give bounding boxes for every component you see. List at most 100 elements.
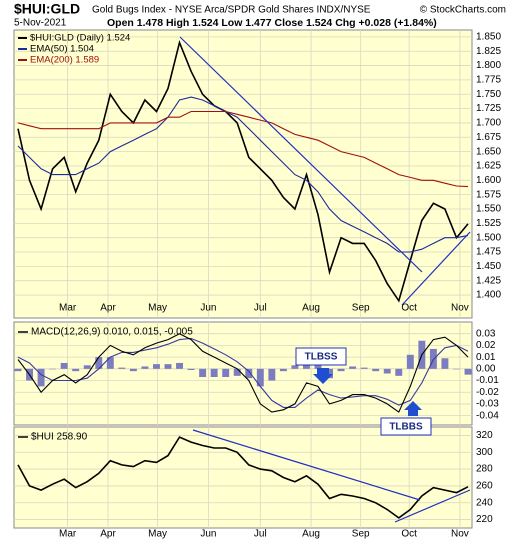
x-tick-label: Apr (100, 303, 116, 314)
histogram-bar (441, 358, 449, 369)
y-tick-label: 1.700 (476, 118, 501, 129)
histogram-bar (187, 368, 195, 370)
trend-line (192, 429, 421, 501)
histogram-bar (349, 366, 357, 369)
panel-title: MACD(12,26,9) 0.010, 0.015, -0.005 (31, 327, 193, 338)
x-tick-label: May (148, 529, 167, 540)
x-tick-label: Nov (451, 303, 469, 314)
x-tick-label: May (148, 303, 167, 314)
quote: Open 1.478 High 1.524 Low 1.477 Close 1.… (107, 17, 437, 29)
trend-line (394, 489, 471, 523)
legend-label: EMA(200) 1.589 (30, 55, 99, 66)
histogram-bar (49, 368, 57, 370)
y-tick-label: 220 (476, 514, 493, 525)
y-tick-label: -0.04 (476, 410, 499, 421)
y-tick-label: 1.600 (476, 175, 501, 186)
y-tick-label: -0.03 (476, 399, 499, 410)
histogram-bar (153, 364, 160, 369)
x-tick-label: Mar (59, 303, 77, 314)
x-tick-label: Sep (352, 303, 370, 314)
y-tick-label: -0.02 (476, 387, 499, 398)
series-line (17, 110, 469, 188)
histogram-bar (233, 368, 241, 376)
histogram-bar (60, 362, 68, 369)
y-tick-label: 1.400 (476, 290, 501, 301)
histogram-bar (314, 365, 322, 369)
histogram-bar (337, 368, 345, 372)
histogram-bar (222, 368, 230, 378)
histogram-bar (406, 354, 414, 369)
y-tick-label: 320 (476, 430, 493, 441)
histogram-bar (395, 368, 403, 376)
histogram-bar (37, 368, 45, 387)
x-tick-label: Nov (451, 529, 469, 540)
x-tick-label: Jul (254, 529, 267, 540)
histogram-bar (176, 362, 183, 369)
histogram-bar (464, 368, 472, 375)
source: © StockCharts.com (420, 5, 506, 16)
histogram-bar (95, 357, 103, 369)
series-line (17, 96, 469, 253)
y-tick-label: 1.675 (476, 132, 501, 143)
x-tick-label: Oct (401, 303, 417, 314)
y-tick-label: 0.01 (476, 352, 496, 363)
marks (14, 40, 472, 519)
histogram-bar (83, 365, 91, 369)
description: Gold Bugs Index - NYSE Arca/SPDR Gold Sh… (92, 5, 371, 16)
annotation-box (380, 417, 432, 436)
y-tick-label: 1.825 (476, 46, 501, 57)
y-tick-label: 0.03 (476, 328, 496, 339)
y-tick-label: 1.550 (476, 204, 501, 215)
histogram-bar (360, 367, 368, 369)
series-line (17, 40, 469, 303)
y-tick-label: 1.475 (476, 247, 501, 258)
y-tick-label: 280 (476, 464, 493, 475)
x-tick-label: Oct (401, 529, 417, 540)
date: 5-Nov-2021 (14, 18, 67, 29)
histogram-bar (453, 368, 460, 370)
y-tick-label: 1.625 (476, 161, 501, 172)
y-tick-label: 260 (476, 481, 493, 492)
histogram-bar (106, 357, 114, 369)
histogram-bar (14, 368, 22, 372)
x-tick-label: Aug (302, 529, 320, 540)
y-tick-label: 1.425 (476, 275, 501, 286)
histogram-bar (383, 368, 391, 374)
histogram-bar (72, 368, 80, 372)
y-tick-label: 0.00 (476, 363, 496, 374)
annotation: TLBBS (389, 422, 423, 433)
y-tick-label: 1.575 (476, 189, 501, 200)
histogram-bar (210, 368, 218, 378)
arrow (313, 368, 333, 384)
annotation: TLBSS (305, 352, 338, 363)
y-tick-label: 240 (476, 497, 493, 508)
x-tick-label: Jun (200, 529, 216, 540)
y-tick-label: 1.725 (476, 103, 501, 114)
series-line (17, 333, 469, 413)
y-tick-label: -0.01 (476, 375, 499, 386)
histogram-bar (245, 368, 253, 379)
trend-line (401, 231, 471, 306)
arrow (404, 401, 422, 416)
symbol: $HUI:GLD (14, 1, 80, 17)
annotation-box (295, 347, 347, 366)
panel-title: $HUI 258.90 (31, 432, 88, 443)
series-line (17, 436, 469, 519)
y-tick-label: 1.800 (476, 60, 501, 71)
histogram-bar (372, 368, 380, 372)
trend-line (179, 36, 423, 273)
y-tick-label: 300 (476, 447, 493, 458)
histogram-bar (129, 368, 137, 372)
x-tick-label: Aug (302, 303, 320, 314)
y-tick-label: 1.850 (476, 32, 501, 43)
histogram-bar (256, 368, 264, 387)
x-tick-label: Sep (352, 529, 370, 540)
legend-label: EMA(50) 1.504 (30, 44, 94, 55)
price-panel (13, 29, 473, 319)
histogram-bar (118, 367, 126, 369)
y-tick-label: 1.500 (476, 232, 501, 243)
histogram-bar (326, 368, 333, 379)
y-tick-label: 1.525 (476, 218, 501, 229)
x-tick-label: Jun (200, 303, 216, 314)
